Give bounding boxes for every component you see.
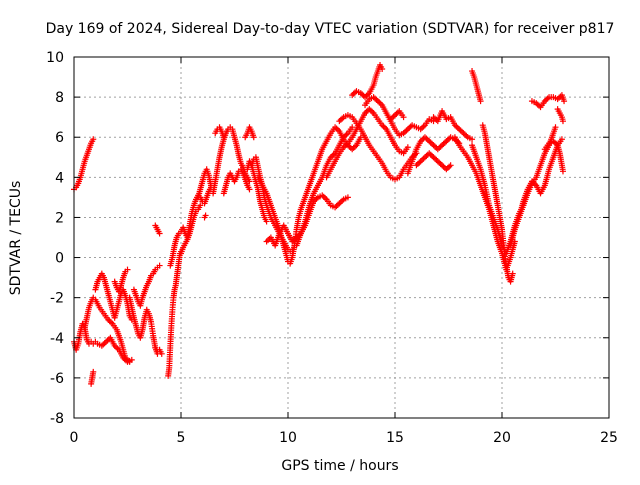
data-trace xyxy=(469,68,484,105)
data-trace xyxy=(130,262,163,309)
data-trace xyxy=(336,112,420,183)
data-point xyxy=(552,124,559,131)
data-trace xyxy=(220,166,253,197)
data-trace xyxy=(541,138,566,175)
data-point xyxy=(404,144,411,151)
data-point xyxy=(349,124,356,131)
data-trace xyxy=(404,134,463,177)
data-point xyxy=(156,230,163,237)
data-trace xyxy=(195,166,214,201)
y-tick-label: 10 xyxy=(46,50,64,66)
data-point xyxy=(246,186,253,193)
plot-frame xyxy=(73,56,610,419)
data-trace xyxy=(152,222,163,237)
data-trace xyxy=(507,136,565,249)
data-trace xyxy=(349,62,386,101)
data-trace xyxy=(92,270,135,323)
data-point xyxy=(126,358,133,365)
x-tick-label: 20 xyxy=(493,430,511,446)
y-tick-label: -6 xyxy=(50,371,64,387)
data-point xyxy=(156,262,163,269)
data-trace xyxy=(212,124,227,141)
x-tick-label: 0 xyxy=(70,430,79,446)
data-trace xyxy=(81,294,133,365)
data-point xyxy=(220,134,227,141)
data-point xyxy=(509,270,516,277)
data-trace xyxy=(479,122,516,285)
data-point xyxy=(558,136,565,143)
data-trace xyxy=(255,174,304,267)
data-trace xyxy=(201,212,209,221)
data-point xyxy=(124,266,131,273)
data-point xyxy=(158,350,165,357)
data-layer xyxy=(71,62,568,387)
x-tick-label: 25 xyxy=(600,430,618,446)
data-point xyxy=(202,212,209,219)
y-tick-label: -2 xyxy=(50,291,64,307)
data-trace xyxy=(242,124,257,141)
data-trace xyxy=(554,106,566,125)
data-trace xyxy=(71,136,97,193)
y-tick-label: 4 xyxy=(55,170,64,186)
y-tick-label: 0 xyxy=(55,251,64,267)
data-trace xyxy=(516,124,559,221)
data-point xyxy=(559,168,566,175)
x-tick-label: 10 xyxy=(279,430,297,446)
data-point xyxy=(400,114,407,121)
data-point xyxy=(344,194,351,201)
y-tick-label: -8 xyxy=(50,411,64,427)
data-trace xyxy=(111,266,131,295)
data-point xyxy=(561,98,568,105)
data-trace xyxy=(297,124,364,213)
data-trace xyxy=(178,202,204,257)
y-tick-label: 2 xyxy=(55,210,64,226)
data-trace xyxy=(387,108,407,123)
data-point xyxy=(90,368,97,375)
y-tick-label: 8 xyxy=(55,90,64,106)
data-point xyxy=(263,218,270,225)
x-tick-label: 5 xyxy=(177,430,186,446)
data-point xyxy=(197,202,204,209)
y-axis-label: SDTVAR / TECUs xyxy=(8,181,24,296)
y-tick-label: -4 xyxy=(50,331,64,347)
data-point xyxy=(250,134,257,141)
data-trace xyxy=(88,368,97,387)
chart-title: Day 169 of 2024, Sidereal Day-to-day VTE… xyxy=(46,21,615,37)
grid-layer xyxy=(74,57,609,418)
data-point xyxy=(559,118,566,125)
data-trace xyxy=(71,320,135,365)
y-tick-label: 6 xyxy=(55,130,64,146)
ticks-layer: 0 5 10 15 20 25 -8 -6 -4 -2 0 2 4 6 8 10 xyxy=(46,50,618,446)
data-point xyxy=(469,136,476,143)
x-axis-label: GPS time / hours xyxy=(281,458,398,474)
data-trace xyxy=(430,108,476,143)
data-point xyxy=(379,66,386,73)
data-trace xyxy=(165,248,184,379)
data-point xyxy=(477,98,484,105)
data-trace xyxy=(413,150,454,173)
data-trace xyxy=(152,344,165,357)
data-point xyxy=(90,136,97,143)
x-tick-label: 15 xyxy=(386,430,404,446)
data-trace xyxy=(362,94,437,139)
data-trace xyxy=(528,92,568,111)
data-point xyxy=(447,162,454,169)
